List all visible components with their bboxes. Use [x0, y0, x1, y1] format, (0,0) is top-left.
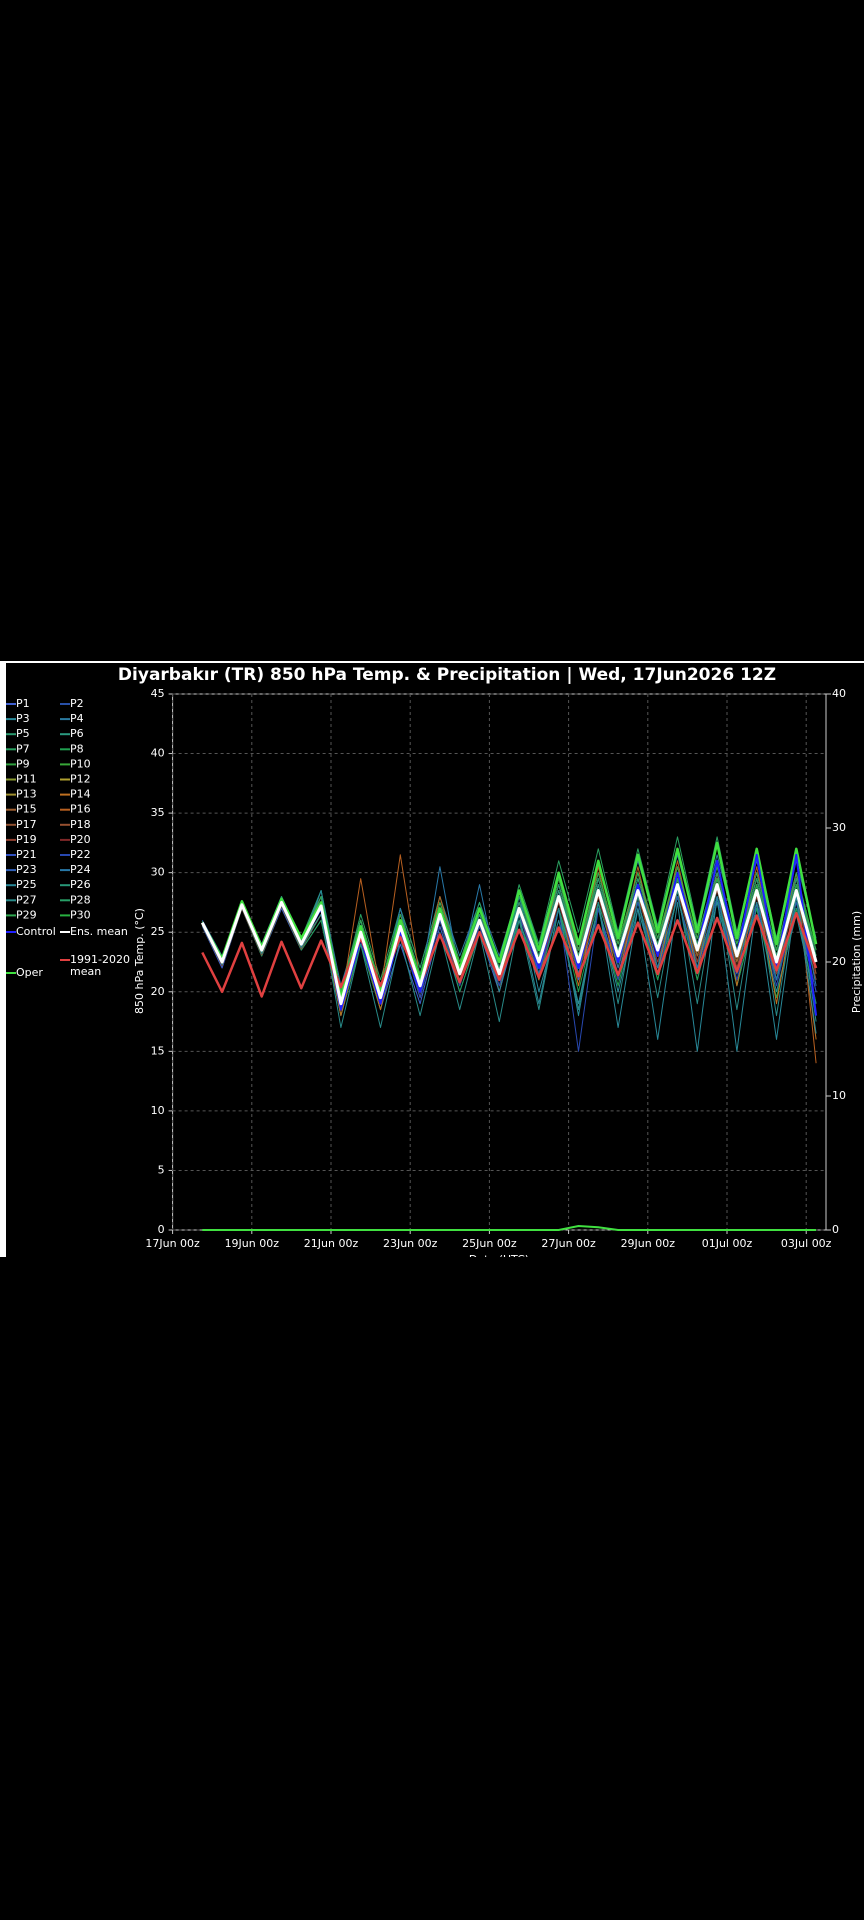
legend-label: P9 — [16, 757, 30, 770]
legend-label: P25 — [16, 878, 37, 891]
legend-label: P13 — [16, 788, 37, 801]
y-axis-label: 850 hPa Temp. (°C) — [133, 908, 146, 1014]
legend-label: P18 — [70, 818, 91, 831]
legend-label: P16 — [70, 803, 91, 816]
x-tick-label: 03Jul 00z — [781, 1237, 832, 1250]
y2-tick-label: 30 — [832, 821, 846, 834]
legend-label: P8 — [70, 742, 84, 755]
legend-label: P3 — [16, 712, 30, 725]
y-tick-label: 5 — [158, 1163, 165, 1176]
legend-label: P28 — [70, 893, 91, 906]
y-tick-label: 25 — [151, 925, 165, 938]
chart-title: Diyarbakır (TR) 850 hPa Temp. & Precipit… — [118, 665, 776, 685]
legend-label: P12 — [70, 773, 91, 786]
legend-label: P26 — [70, 878, 91, 891]
y-tick-label: 45 — [151, 687, 165, 700]
legend-label: P24 — [70, 863, 91, 876]
legend-label: P27 — [16, 893, 37, 906]
x-tick-label: 19Jun 00z — [225, 1237, 280, 1250]
x-tick-label: 21Jun 00z — [304, 1237, 359, 1250]
legend-label: P22 — [70, 848, 91, 861]
legend-label: 1991-2020 mean — [70, 953, 130, 978]
x-axis-label: Date (UTC) — [469, 1253, 529, 1266]
top-border — [0, 661, 864, 663]
left-border — [0, 661, 6, 1257]
legend-label: P20 — [70, 833, 91, 846]
x-tick-label: 17Jun 00z — [145, 1237, 200, 1250]
y-tick-label: 30 — [151, 866, 165, 879]
series-line — [201, 911, 818, 998]
legend-label: P7 — [16, 742, 30, 755]
legend-label: P1 — [16, 697, 30, 710]
y-tick-label: 15 — [151, 1044, 165, 1057]
legend-label: P11 — [16, 773, 37, 786]
legend-label: Oper — [16, 966, 43, 979]
y-tick-label: 40 — [151, 747, 165, 760]
y2-tick-label: 40 — [832, 687, 846, 700]
legend-label: P6 — [70, 727, 84, 740]
legend-label: Control — [16, 925, 56, 938]
precipitation-line — [202, 1224, 817, 1231]
y2-axis-label: Precipitation (mm) — [850, 911, 863, 1013]
y-tick-label: 35 — [151, 806, 165, 819]
legend-label: P2 — [70, 697, 84, 710]
y-tick-label: 0 — [158, 1223, 165, 1236]
legend-label: P17 — [16, 818, 37, 831]
legend-label: P14 — [70, 788, 91, 801]
y2-tick-label: 0 — [832, 1223, 839, 1236]
legend-label: P15 — [16, 803, 37, 816]
y2-tick-label: 20 — [832, 955, 846, 968]
y-tick-label: 10 — [151, 1104, 165, 1117]
legend-label: P21 — [16, 848, 37, 861]
x-tick-label: 25Jun 00z — [462, 1237, 517, 1250]
y-tick-label: 20 — [151, 985, 165, 998]
series-line — [201, 884, 817, 1028]
legend-label: P19 — [16, 833, 37, 846]
x-tick-label: 23Jun 00z — [383, 1237, 438, 1250]
x-label-clip: Date (UTC) — [469, 1253, 529, 1266]
x-tick-label: 01Jul 00z — [702, 1237, 753, 1250]
legend-label: P10 — [70, 757, 91, 770]
series-line — [201, 854, 817, 1064]
series-line — [200, 883, 818, 1006]
legend-label: P23 — [16, 863, 37, 876]
x-tick-label: 27Jun 00z — [541, 1237, 596, 1250]
legend-label: P5 — [16, 727, 30, 740]
legend-label: P29 — [16, 908, 37, 921]
legend-label: P4 — [70, 712, 84, 725]
series-line — [201, 841, 818, 999]
y2-tick-label: 10 — [832, 1089, 846, 1102]
legend-label: Ens. mean — [70, 925, 128, 938]
x-tick-label: 29Jun 00z — [621, 1237, 676, 1250]
legend-label: P30 — [70, 908, 91, 921]
